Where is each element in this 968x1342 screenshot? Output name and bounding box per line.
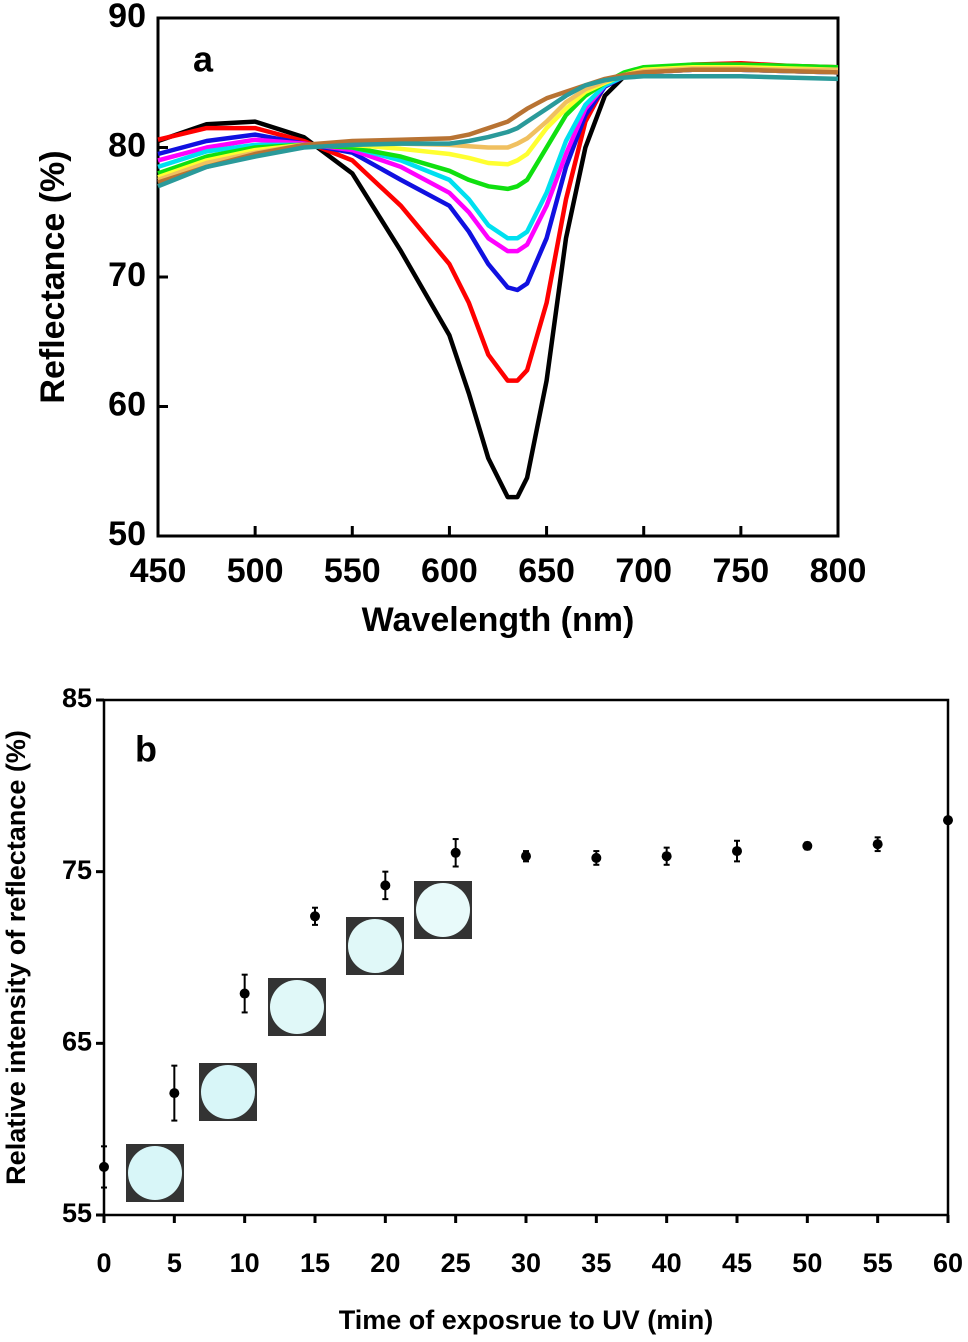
panel: 0 5 10 15 20 25 30 35 40 45 50 55 60 55 65 75 85 Time of … — [1, 683, 963, 1335]
panel-label: b — [135, 729, 157, 770]
x-tick-label: 30 — [511, 1248, 541, 1278]
x-tick-label: 55 — [863, 1248, 893, 1278]
inset-disc — [201, 1065, 255, 1119]
x-tick-label: 800 — [810, 552, 867, 590]
x-tick-label: 450 — [130, 552, 187, 590]
x-tick-label: 650 — [518, 552, 575, 590]
x-tick-label: 40 — [652, 1248, 682, 1278]
x-tick-label: 750 — [712, 552, 769, 590]
inset-disc — [348, 919, 402, 973]
data-point — [591, 852, 602, 863]
spectrum-line — [157, 67, 839, 254]
insets — [126, 881, 472, 1202]
y-tick-label: 50 — [108, 515, 146, 553]
plot-frame — [102, 698, 950, 1217]
y-axis-label: Reflectance (%) — [34, 150, 72, 403]
inset-disc — [270, 980, 324, 1034]
x-tick-label: 50 — [792, 1248, 822, 1278]
x-tick-label: 550 — [324, 552, 381, 590]
y-tick-label: 55 — [62, 1198, 92, 1228]
panel: 450 500 550 600 650 700 750 800 50 60 70 80 90 Wavele… — [34, 0, 866, 639]
data-point — [169, 1088, 180, 1099]
data-point — [872, 839, 883, 850]
y-tick-label: 85 — [62, 683, 92, 713]
inset-disc — [416, 883, 470, 937]
data-point — [99, 1161, 109, 1172]
x-tick-label: 20 — [370, 1248, 400, 1278]
data-point — [732, 846, 742, 857]
x-tick-label: 0 — [96, 1248, 111, 1278]
data-point — [661, 851, 672, 862]
x-axis-label: Wavelength (nm) — [362, 601, 635, 639]
x-axis-label: Time of exposrue to UV (min) — [339, 1305, 714, 1335]
spectrum-line — [157, 61, 839, 383]
y-tick-label: 70 — [108, 256, 146, 294]
spectrum-line — [157, 67, 839, 185]
x-tick-label: 45 — [722, 1248, 752, 1278]
y-tick-label: 65 — [62, 1026, 92, 1056]
plot-frame — [156, 16, 840, 538]
y-tick-label: 90 — [108, 0, 146, 35]
x-tick-label: 500 — [227, 552, 284, 590]
x-tick-label: 25 — [441, 1248, 471, 1278]
spectrum-line — [157, 74, 839, 189]
x-tick-label: 60 — [933, 1248, 963, 1278]
spectrum-line — [157, 67, 839, 293]
data-point — [521, 851, 531, 862]
x-tick-label: 5 — [167, 1248, 182, 1278]
data-point — [310, 911, 320, 922]
data-point — [802, 840, 813, 851]
panel-label: a — [193, 39, 214, 80]
inset-disc — [128, 1146, 182, 1200]
data-point — [239, 988, 250, 999]
y-axis-label: Relative intensity of reflectance (%) — [1, 730, 31, 1185]
data-point — [943, 815, 953, 826]
x-tick-label: 10 — [230, 1248, 260, 1278]
data-point — [380, 880, 391, 891]
data-point — [450, 847, 461, 858]
x-tick-label: 15 — [300, 1248, 330, 1278]
x-tick-label: 600 — [421, 552, 478, 590]
y-tick-label: 80 — [108, 126, 146, 164]
y-tick-label: 75 — [62, 855, 92, 885]
y-tick-label: 60 — [108, 385, 146, 423]
x-tick-label: 35 — [581, 1248, 611, 1278]
x-tick-label: 700 — [615, 552, 672, 590]
